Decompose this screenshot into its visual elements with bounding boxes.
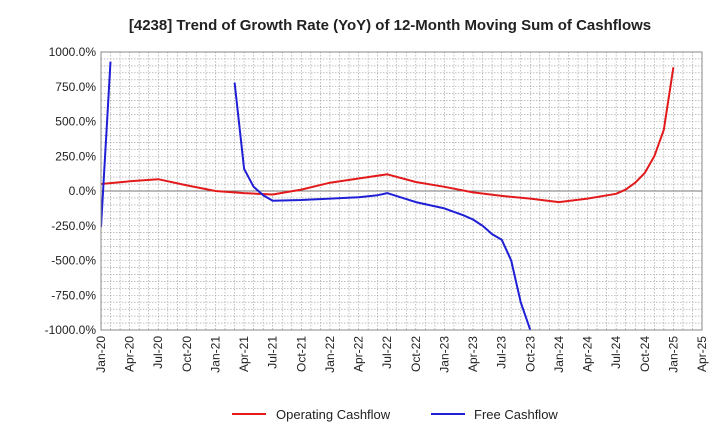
legend-label-free-cashflow: Free Cashflow bbox=[474, 407, 558, 422]
x-tick-label: Apr-25 bbox=[695, 336, 709, 372]
x-tick-label: Oct-23 bbox=[523, 336, 537, 372]
x-tick-label: Apr-24 bbox=[581, 336, 595, 372]
x-tick-label: Jan-25 bbox=[666, 336, 680, 373]
series-line-operating-cashflow bbox=[101, 67, 675, 204]
series-line-free-cashflow bbox=[101, 61, 112, 228]
x-axis-ticks: Jan-20 Apr-20 Jul-20 Oct-20 Jan-21 Apr-21 Jul-… bbox=[94, 336, 709, 373]
x-tick-label: Oct-22 bbox=[409, 336, 423, 372]
y-tick-label: 0.0% bbox=[69, 184, 97, 198]
x-tick-label: Jan-21 bbox=[208, 336, 222, 373]
x-tick-label: Jan-23 bbox=[437, 336, 451, 373]
x-tick-label: Jan-20 bbox=[94, 336, 108, 373]
x-tick-label: Oct-20 bbox=[180, 336, 194, 372]
y-tick-label: 250.0% bbox=[55, 149, 96, 163]
x-tick-label: Jul-23 bbox=[495, 336, 509, 369]
legend-label-operating-cashflow: Operating Cashflow bbox=[276, 407, 391, 422]
x-tick-label: Apr-20 bbox=[123, 336, 137, 372]
y-tick-label: -750.0% bbox=[51, 288, 96, 302]
y-tick-label: 750.0% bbox=[55, 80, 96, 94]
x-tick-label: Apr-22 bbox=[352, 336, 366, 372]
x-tick-label: Jul-24 bbox=[609, 336, 623, 369]
series-lines bbox=[101, 61, 675, 331]
series-line-free-cashflow bbox=[233, 82, 532, 331]
x-tick-label: Jan-24 bbox=[552, 336, 566, 373]
x-tick-label: Jul-21 bbox=[266, 336, 280, 369]
y-tick-label: -250.0% bbox=[51, 219, 96, 233]
x-tick-label: Jul-22 bbox=[380, 336, 394, 369]
x-tick-label: Jan-22 bbox=[323, 336, 337, 373]
x-tick-label: Oct-21 bbox=[294, 336, 308, 372]
y-tick-label: -500.0% bbox=[51, 254, 96, 268]
x-tick-label: Apr-21 bbox=[237, 336, 251, 372]
y-tick-label: -1000.0% bbox=[45, 323, 97, 337]
chart-title: [4238] Trend of Growth Rate (YoY) of 12-… bbox=[129, 17, 651, 34]
plot-frame bbox=[100, 51, 703, 331]
y-axis-ticks: 1000.0% 750.0% 500.0% 250.0% 0.0% -250.0% -500… bbox=[45, 45, 97, 337]
y-tick-label: 500.0% bbox=[55, 115, 96, 129]
legend: Operating Cashflow Free Cashflow bbox=[232, 407, 558, 422]
grid-lines bbox=[101, 52, 702, 330]
x-tick-label: Apr-23 bbox=[466, 336, 480, 372]
y-tick-label: 1000.0% bbox=[49, 45, 97, 59]
x-tick-label: Oct-24 bbox=[638, 336, 652, 372]
x-tick-label: Jul-20 bbox=[151, 336, 165, 369]
